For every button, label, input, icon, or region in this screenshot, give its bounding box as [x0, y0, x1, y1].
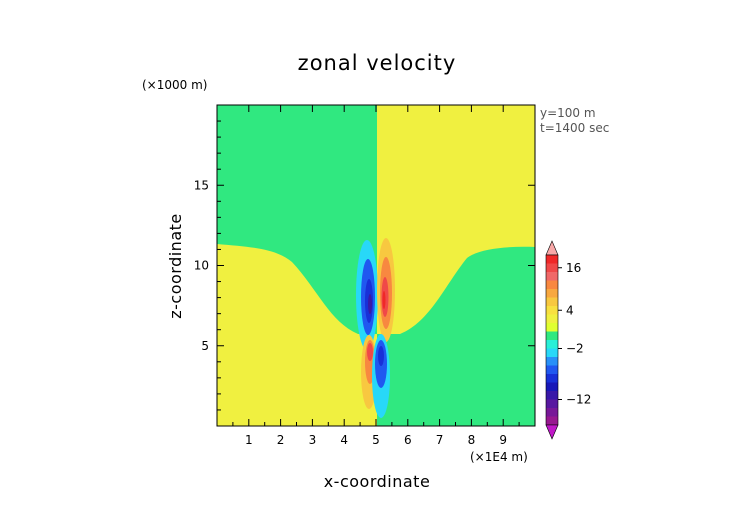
heatmap-field [217, 105, 535, 426]
annotation-y: y=100 m [540, 106, 596, 120]
colorbar-swatch [546, 280, 558, 289]
colorbar-swatch [546, 408, 558, 417]
x-tick-label: 4 [340, 433, 348, 447]
colorbar-swatch [546, 306, 558, 315]
y-axis-ticks: 5 10 15 [194, 120, 535, 411]
vortex-upper-negative [356, 240, 378, 350]
colorbar-tick-label: −12 [566, 393, 591, 407]
annotation-t: t=1400 sec [540, 121, 609, 135]
y-unit-label: (×1000 m) [142, 78, 207, 92]
colorbar [545, 240, 559, 440]
colorbar-swatch [546, 297, 558, 306]
colorbar-swatch [546, 340, 558, 349]
colorbar-top-arrow [545, 240, 559, 256]
region-lower-left [217, 244, 377, 426]
colorbar-swatch [546, 272, 558, 281]
colorbar-swatch [546, 331, 558, 340]
vortex-upper-positive [377, 238, 395, 342]
y-axis-label: z-coordinate [166, 213, 185, 319]
x-tick-label: 8 [468, 433, 476, 447]
x-tick-label: 1 [245, 433, 253, 447]
y-tick-label: 10 [194, 259, 209, 273]
colorbar-swatch [546, 289, 558, 298]
colorbar-bottom-arrow [545, 424, 559, 440]
x-tick-label: 9 [499, 433, 507, 447]
colorbar-swatch [546, 348, 558, 357]
colorbar-swatch [546, 382, 558, 391]
x-tick-label: 2 [277, 433, 285, 447]
colorbar-swatch [546, 416, 558, 425]
x-tick-label: 5 [372, 433, 380, 447]
colorbar-tick-label: −2 [566, 342, 584, 356]
y-tick-label: 5 [201, 339, 209, 353]
colorbar-swatch [546, 255, 558, 264]
y-tick-label: 15 [194, 178, 209, 192]
x-tick-label: 3 [309, 433, 317, 447]
x-tick-label: 6 [404, 433, 412, 447]
colorbar-swatch [546, 263, 558, 272]
colorbar-swatch [546, 357, 558, 366]
x-unit-label: (×1E4 m) [470, 450, 528, 464]
colorbar-swatch [546, 365, 558, 374]
vortex-lower-negative [372, 334, 390, 418]
colorbar-tick-label: 16 [566, 261, 581, 275]
x-tick-label: 7 [436, 433, 444, 447]
x-axis-ticks: 1 2 3 4 5 6 7 8 9 [232, 105, 520, 447]
x-axis-label: x-coordinate [324, 472, 431, 491]
colorbar-swatch [546, 374, 558, 383]
region-lower-right [377, 246, 535, 426]
colorbar-tick-label: 4 [566, 303, 574, 317]
colorbar-swatch [546, 391, 558, 400]
colorbar-tick-labels: 16 4 −2 −12 [558, 261, 591, 407]
colorbar-swatch [546, 399, 558, 408]
colorbar-swatch [546, 323, 558, 332]
colorbar-swatch [546, 314, 558, 323]
chart-title: zonal velocity [298, 51, 457, 75]
